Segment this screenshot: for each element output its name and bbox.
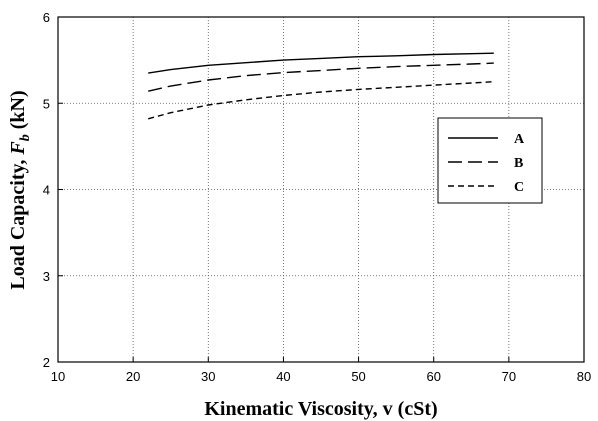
x-tick-label: 60 <box>426 369 440 384</box>
x-tick-label: 20 <box>126 369 140 384</box>
x-tick-label: 50 <box>351 369 365 384</box>
x-axis-label: Kinematic Viscosity, v (cSt) <box>204 398 437 420</box>
y-tick-label: 2 <box>43 355 50 370</box>
series-line-c <box>148 81 494 120</box>
series-line-a <box>148 52 494 74</box>
legend: ABC <box>437 117 543 204</box>
y-axis-label: Load Capacity, Fb (kN) <box>7 90 33 289</box>
y-axis-label-prefix: Load Capacity, <box>7 155 29 290</box>
series-line-b <box>148 62 494 92</box>
y-tick-label: 6 <box>43 10 50 25</box>
legend-label-b: B <box>514 156 523 171</box>
series-lines <box>148 52 494 120</box>
x-tick-label: 30 <box>201 369 215 384</box>
y-axis-label-symbol: F <box>7 141 29 156</box>
legend-label-a: A <box>514 132 525 147</box>
tick-labels: 10 20 30 40 50 60 70 80 2 3 4 5 6 <box>43 10 591 384</box>
y-axis-label-subscript: b <box>18 134 33 141</box>
y-tick-label: 3 <box>43 269 50 284</box>
y-tick-label: 5 <box>43 96 50 111</box>
y-tick-label: 4 <box>43 183 50 198</box>
y-axis-label-unit: (kN) <box>7 90 29 134</box>
legend-label-c: C <box>514 180 524 195</box>
x-tick-label: 70 <box>502 369 516 384</box>
legend-box <box>437 117 543 204</box>
x-tick-label: 80 <box>577 369 591 384</box>
x-tick-label: 10 <box>51 369 65 384</box>
x-tick-label: 40 <box>276 369 290 384</box>
